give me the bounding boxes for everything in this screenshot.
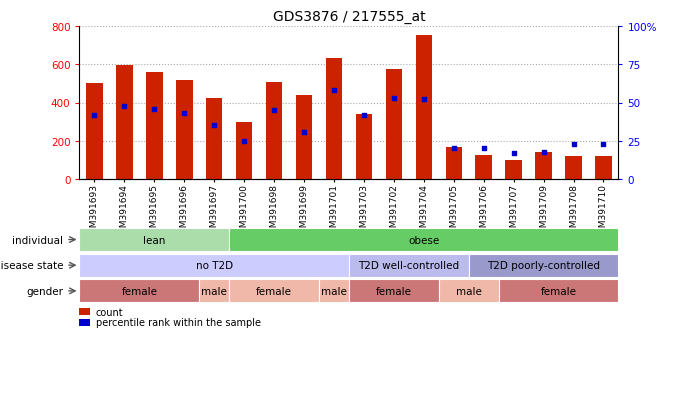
- Point: [598, 141, 609, 148]
- Point: [448, 146, 460, 152]
- Point: [418, 97, 429, 104]
- Bar: [146, 73, 162, 180]
- Text: count: count: [95, 307, 123, 317]
- Text: female: female: [122, 286, 158, 296]
- Bar: [446, 148, 462, 180]
- Bar: [415, 36, 432, 180]
- Bar: [319, 280, 349, 303]
- Bar: [236, 122, 252, 180]
- Point: [299, 129, 310, 135]
- Bar: [116, 66, 133, 180]
- Bar: [79, 319, 91, 326]
- Bar: [79, 254, 349, 277]
- Bar: [206, 98, 223, 180]
- Bar: [349, 254, 468, 277]
- Bar: [505, 161, 522, 180]
- Title: GDS3876 / 217555_at: GDS3876 / 217555_at: [273, 10, 425, 24]
- Bar: [266, 83, 283, 180]
- Point: [119, 103, 130, 109]
- Point: [269, 107, 280, 114]
- Bar: [79, 280, 199, 303]
- Text: lean: lean: [143, 235, 166, 245]
- Bar: [439, 280, 499, 303]
- Bar: [349, 280, 439, 303]
- Bar: [296, 95, 312, 180]
- Text: T2D well-controlled: T2D well-controlled: [358, 261, 460, 271]
- Text: female: female: [256, 286, 292, 296]
- Point: [179, 111, 190, 117]
- Text: male: male: [201, 286, 227, 296]
- Point: [508, 150, 519, 157]
- Bar: [229, 280, 319, 303]
- Bar: [325, 58, 342, 180]
- Point: [359, 112, 370, 119]
- Bar: [79, 308, 91, 316]
- Text: individual: individual: [12, 235, 64, 245]
- Bar: [199, 280, 229, 303]
- Text: T2D poorly-controlled: T2D poorly-controlled: [487, 261, 600, 271]
- Bar: [86, 84, 103, 180]
- Bar: [468, 254, 618, 277]
- Text: percentile rank within the sample: percentile rank within the sample: [95, 318, 261, 328]
- Point: [478, 146, 489, 152]
- Point: [538, 149, 549, 155]
- Point: [209, 123, 220, 130]
- Bar: [475, 156, 492, 180]
- Text: obese: obese: [408, 235, 439, 245]
- Text: male: male: [321, 286, 347, 296]
- Point: [238, 138, 249, 145]
- Bar: [565, 157, 582, 180]
- Text: female: female: [540, 286, 576, 296]
- Bar: [176, 81, 193, 180]
- Text: female: female: [376, 286, 412, 296]
- Point: [328, 88, 339, 94]
- Bar: [356, 115, 372, 180]
- Bar: [229, 228, 618, 252]
- Point: [149, 106, 160, 113]
- Bar: [499, 280, 618, 303]
- Point: [388, 95, 399, 102]
- Text: gender: gender: [26, 286, 64, 296]
- Bar: [536, 153, 552, 180]
- Point: [89, 112, 100, 119]
- Point: [568, 141, 579, 148]
- Text: male: male: [456, 286, 482, 296]
- Bar: [79, 228, 229, 252]
- Text: no T2D: no T2D: [196, 261, 233, 271]
- Text: disease state: disease state: [0, 261, 64, 271]
- Bar: [386, 70, 402, 180]
- Bar: [595, 157, 612, 180]
